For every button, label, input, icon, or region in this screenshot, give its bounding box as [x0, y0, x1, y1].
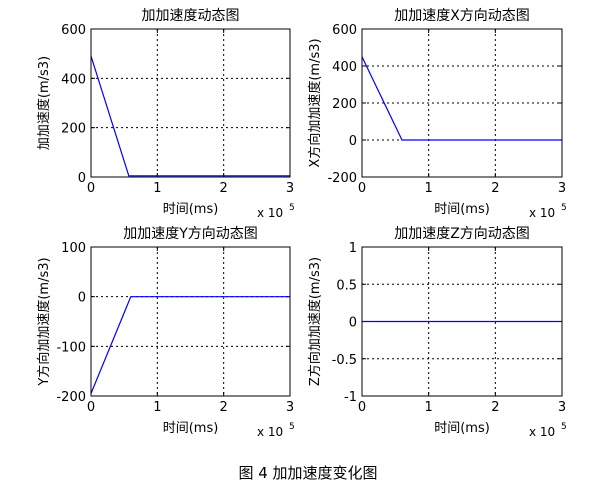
axes-box: [90, 246, 291, 397]
y-tick-label: -200: [56, 390, 86, 405]
chart-title: 加加速度Z方向动态图: [394, 226, 530, 242]
y-tick-label: 600: [332, 23, 357, 38]
figure-caption: 图 4 加加速度变化图: [238, 464, 378, 482]
data-line: [361, 56, 562, 141]
y-tick-label: -100: [56, 340, 86, 355]
x-exponent: 5: [561, 203, 567, 213]
x-tick-label: 1: [425, 400, 433, 415]
x-exponent-label: x 10: [529, 206, 555, 220]
x-exponent: 5: [289, 203, 295, 213]
x-tick-label: 1: [153, 400, 161, 415]
y-tick-label: 200: [332, 97, 357, 112]
y-tick-label: 0: [349, 316, 357, 331]
y-axis-label: 加加速度(m/s3): [36, 56, 52, 150]
chart-title: 加加速度Y方向动态图: [123, 226, 258, 242]
y-tick-label: 400: [332, 60, 357, 75]
x-exponent-label: x 10: [257, 206, 283, 220]
x-tick-label: 0: [87, 181, 95, 196]
x-tick-label: 0: [358, 400, 366, 415]
x-tick-label: 2: [491, 181, 499, 196]
x-exponent: 5: [289, 422, 295, 432]
x-axis-label: 时间(ms): [163, 202, 219, 217]
x-tick-label: 1: [153, 181, 161, 196]
x-tick-label: 3: [558, 181, 566, 196]
x-tick-label: 2: [220, 400, 228, 415]
y-tick-label: 0.5: [336, 278, 357, 293]
plot-area: [91, 247, 290, 396]
y-tick-label: 200: [61, 122, 86, 137]
y-tick-label: 1: [349, 241, 357, 256]
x-axis-label: 时间(ms): [163, 421, 219, 436]
x-exponent: 5: [561, 422, 567, 432]
x-axis-label: 时间(ms): [434, 421, 490, 436]
data-line: [90, 55, 290, 177]
x-tick-label: 0: [358, 181, 366, 196]
y-tick-label: 0: [78, 291, 86, 306]
x-tick-label: 3: [286, 181, 294, 196]
data-line: [90, 296, 290, 394]
y-axis-label: X方向加加速度(m/s3): [307, 38, 323, 167]
x-tick-label: 1: [425, 181, 433, 196]
y-tick-label: -200: [327, 171, 357, 186]
y-tick-label: 0: [349, 134, 357, 149]
y-tick-label: 100: [61, 241, 86, 256]
x-tick-label: 3: [558, 400, 566, 415]
x-tick-label: 0: [87, 400, 95, 415]
x-axis-label: 时间(ms): [434, 202, 490, 217]
axes-box: [90, 28, 291, 178]
plot-area: [91, 29, 290, 177]
chart-title: 加加速度X方向动态图: [394, 8, 530, 24]
axes-box: [361, 28, 563, 178]
y-tick-label: -1: [344, 390, 357, 405]
axes-box: [361, 246, 563, 397]
x-exponent-label: x 10: [529, 425, 555, 439]
y-axis-label: Z方向加加速度(m/s3): [307, 257, 323, 386]
y-axis-label: Y方向加加速度(m/s3): [36, 257, 52, 386]
chart-title: 加加速度动态图: [142, 8, 240, 24]
x-exponent-label: x 10: [257, 425, 283, 439]
y-tick-label: 0: [78, 171, 86, 186]
x-tick-label: 3: [286, 400, 294, 415]
x-tick-label: 2: [220, 181, 228, 196]
y-tick-label: -0.5: [332, 353, 357, 368]
y-tick-label: 400: [61, 72, 86, 87]
y-tick-label: 600: [61, 23, 86, 38]
x-tick-label: 2: [491, 400, 499, 415]
